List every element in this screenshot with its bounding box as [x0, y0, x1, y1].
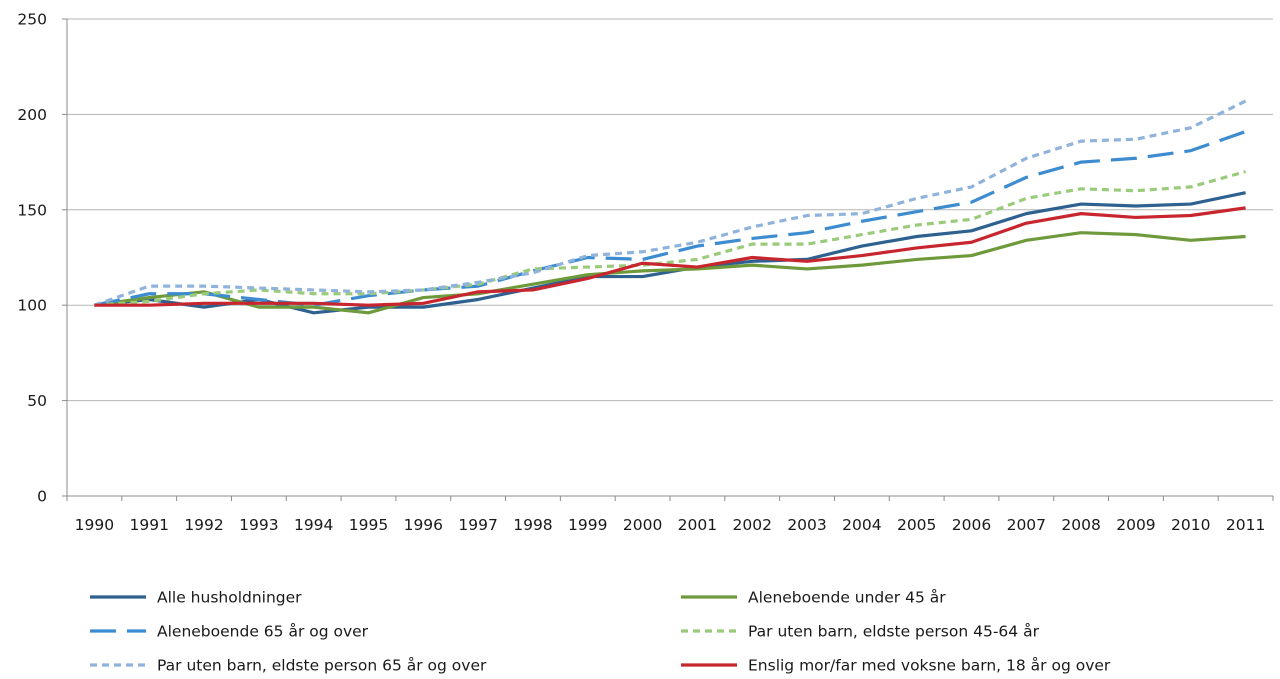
legend-label: Aleneboende under 45 år	[748, 589, 946, 607]
y-tick-label: 150	[17, 201, 47, 219]
y-tick-label: 0	[37, 488, 47, 506]
x-tick-label: 2008	[1061, 516, 1100, 534]
y-tick-label: 50	[27, 392, 47, 410]
y-tick-label: 250	[17, 11, 47, 29]
gridlines	[67, 18, 1273, 402]
x-tick-label: 1993	[239, 516, 278, 534]
legend-label: Par uten barn, eldste person 65 år og ov…	[157, 657, 487, 675]
series-line	[93, 99, 1247, 307]
series-line	[94, 191, 1246, 315]
x-tick-label: 1999	[568, 516, 607, 534]
y-tick-label: 200	[17, 106, 47, 124]
y-tick-label: 100	[17, 297, 47, 315]
x-tick-label: 2001	[678, 516, 717, 534]
legend-label: Enslig mor/far med voksne barn, 18 år og…	[748, 657, 1111, 675]
series-line	[94, 231, 1246, 315]
x-tick-label: 2009	[1116, 516, 1155, 534]
x-tick-label: 2005	[897, 516, 936, 534]
x-tick-label: 1990	[75, 516, 114, 534]
x-tick-label: 2000	[623, 516, 662, 534]
legend-label: Alle husholdninger	[157, 589, 302, 607]
series-line	[94, 130, 1247, 307]
x-tick-label: 1998	[513, 516, 552, 534]
axes: 0 50 100 150 200 250 1990 1991 1992 1993 1994 1995 1…	[17, 11, 1274, 534]
series-lines	[93, 99, 1247, 315]
x-tick-label: 2007	[1007, 516, 1046, 534]
x-tick-label: 2010	[1171, 516, 1210, 534]
legend-label: Aleneboende 65 år og over	[157, 623, 369, 641]
legend-label: Par uten barn, eldste person 45-64 år	[748, 623, 1040, 641]
x-tick-label: 1994	[294, 516, 333, 534]
x-tick-label: 1996	[404, 516, 443, 534]
series-line	[94, 206, 1246, 307]
x-tick-label: 2003	[787, 516, 826, 534]
legend: Alle husholdninger Aleneboende under 45 å…	[90, 589, 1111, 675]
x-tick-label: 2006	[952, 516, 991, 534]
x-tick-label: 2002	[733, 516, 772, 534]
x-tick-label: 1992	[184, 516, 223, 534]
x-tick-label: 1995	[349, 516, 388, 534]
series-line	[94, 170, 1247, 307]
x-tick-label: 1997	[458, 516, 497, 534]
x-tick-label: 1991	[130, 516, 169, 534]
x-tick-label: 2004	[842, 516, 881, 534]
x-tick-label: 2011	[1226, 516, 1265, 534]
